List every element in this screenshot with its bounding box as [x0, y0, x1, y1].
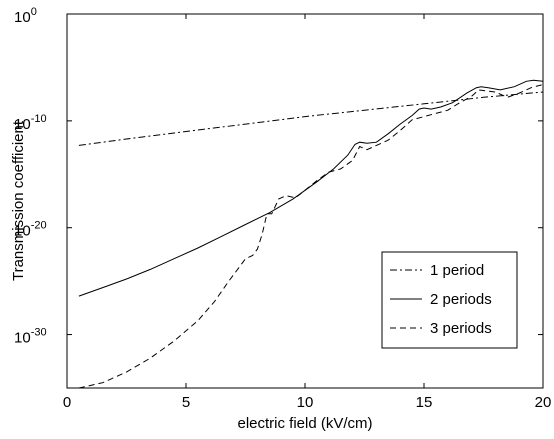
x-tick-label: 0 — [63, 394, 71, 411]
legend-box — [381, 251, 518, 349]
y-tick-label: 100 — [14, 6, 37, 26]
series-line-2-periods — [78, 79, 544, 297]
series-layer — [78, 79, 544, 389]
y-axis-label: Transmission coefficient — [10, 120, 27, 281]
x-tick-label: 15 — [416, 394, 433, 411]
legend: 1 period 2 periods 3 periods — [381, 251, 518, 349]
series-line-1-period — [78, 91, 544, 146]
y-tick-label: 10-30 — [14, 327, 47, 347]
x-axis-label: electric field (kV/cm) — [237, 415, 372, 432]
x-tick-label: 5 — [182, 394, 190, 411]
legend-label-2-periods: 2 periods — [430, 291, 492, 308]
series-line-3-periods — [78, 84, 544, 389]
ticks-layer — [66, 13, 544, 388]
x-tick-label: 10 — [297, 394, 314, 411]
x-tick-label: 20 — [535, 394, 552, 411]
legend-label-3-periods: 3 periods — [430, 320, 492, 337]
legend-label-1-period: 1 period — [430, 262, 484, 279]
